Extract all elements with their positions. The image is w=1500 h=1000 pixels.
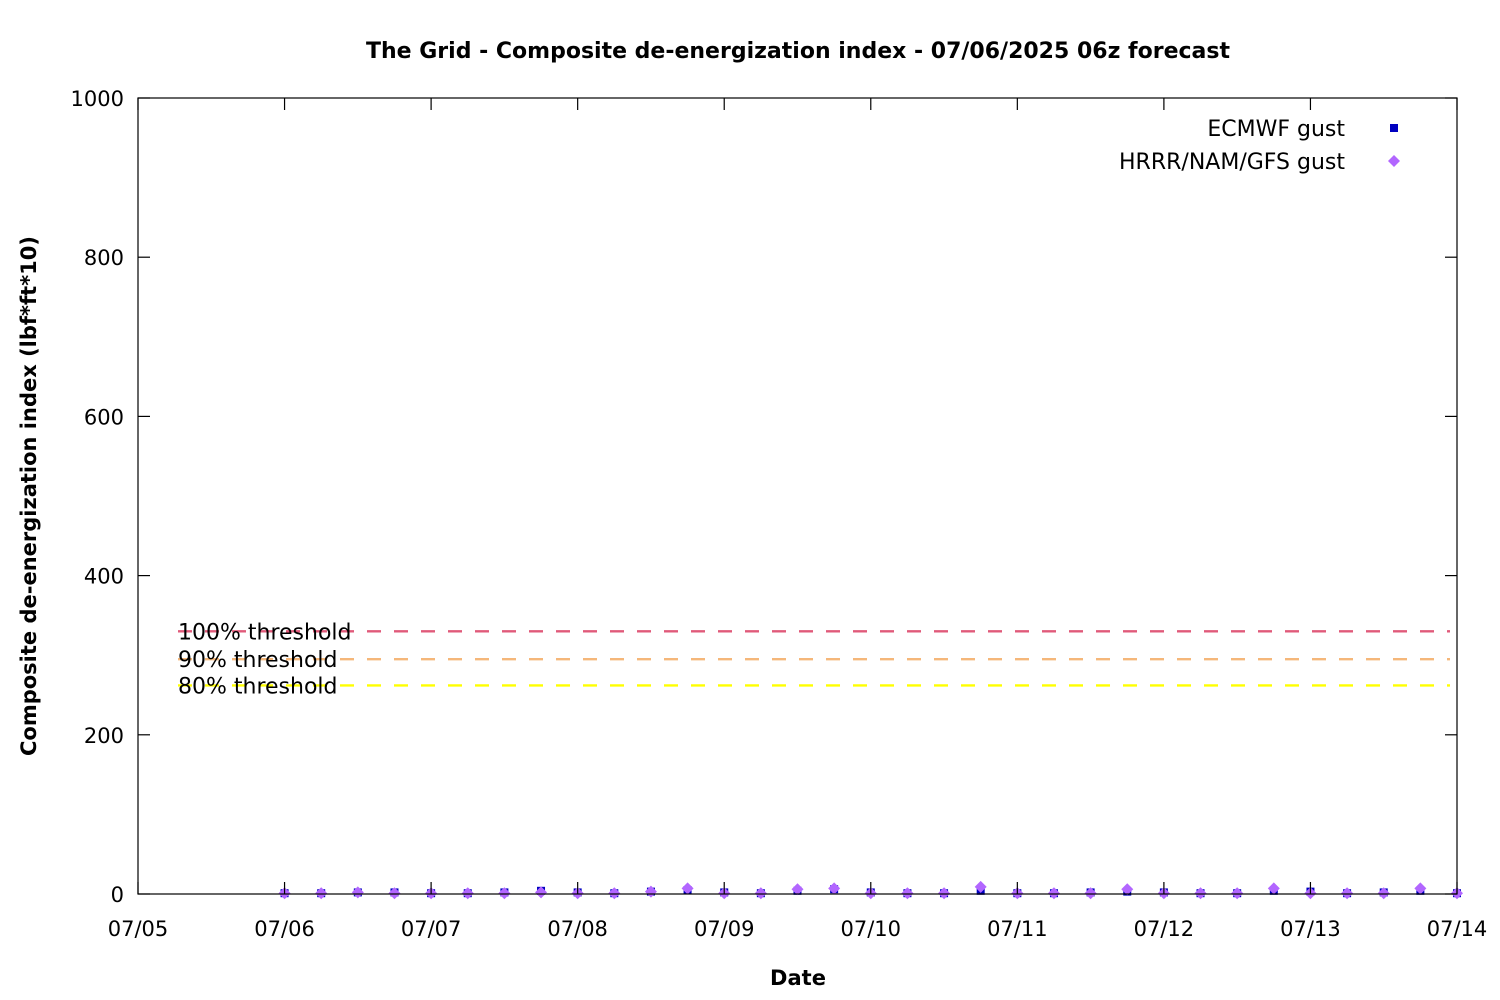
data-point: [1084, 887, 1097, 900]
x-tick-label: 07/08: [547, 917, 608, 941]
data-point: [1121, 883, 1134, 896]
legend: ECMWF gust HRRR/NAM/GFS gust: [1119, 117, 1400, 175]
data-point: [1047, 887, 1060, 900]
data-point: [1231, 887, 1244, 900]
threshold-label: 80% threshold: [178, 674, 338, 699]
plot-frame: [137, 97, 1458, 895]
data-point: [644, 885, 657, 898]
data-point: [681, 882, 694, 895]
x-tick-label: 07/11: [987, 917, 1048, 941]
data-point: [1194, 887, 1207, 900]
data-point: [1414, 882, 1427, 895]
x-tick-label: 07/07: [401, 917, 462, 941]
x-tick-label: 07/10: [841, 917, 902, 941]
x-tick-label: 07/09: [694, 917, 755, 941]
y-tick-label: 800: [84, 246, 124, 270]
x-tick-label: 07/12: [1134, 917, 1195, 941]
y-tick-label: 0: [111, 883, 124, 907]
data-point: [498, 887, 511, 900]
legend-label: ECMWF gust: [1207, 117, 1345, 142]
data-point: [535, 886, 548, 899]
threshold-label: 100% threshold: [178, 620, 352, 645]
data-point: [315, 887, 328, 900]
data-point: [828, 882, 841, 895]
data-point: [791, 883, 804, 896]
legend-marker: [1388, 155, 1400, 167]
data-point: [461, 887, 474, 900]
data-point: [938, 887, 951, 900]
tick-layer: 0 200 400 600 800 1000 07/05 07/06 07/07 07/08 07/…: [71, 87, 1488, 941]
x-axis-label: Date: [770, 966, 826, 990]
y-axis-label: Composite de-energization index (lbf*ft*…: [17, 236, 41, 756]
data-point: [1341, 887, 1354, 900]
x-tick-label: 07/13: [1280, 917, 1341, 941]
data-point: [1267, 882, 1280, 895]
y-tick-label: 200: [84, 724, 124, 748]
data-point: [1377, 887, 1390, 900]
x-tick-label: 07/06: [254, 917, 315, 941]
chart-title: The Grid - Composite de-energization ind…: [366, 39, 1230, 64]
threshold-label: 90% threshold: [178, 648, 338, 673]
y-tick-label: 600: [84, 405, 124, 429]
data-point: [388, 887, 401, 900]
x-tick-label: 07/05: [108, 917, 169, 941]
data-point: [901, 887, 914, 900]
y-tick-label: 400: [84, 565, 124, 589]
legend-label: HRRR/NAM/GFS gust: [1119, 150, 1345, 175]
data-point: [608, 887, 621, 900]
legend-marker: [1390, 124, 1398, 132]
data-point: [974, 880, 987, 893]
x-tick-label: 07/14: [1427, 917, 1488, 941]
data-point: [351, 886, 364, 899]
y-tick-label: 1000: [71, 87, 124, 111]
data-point: [754, 887, 767, 900]
